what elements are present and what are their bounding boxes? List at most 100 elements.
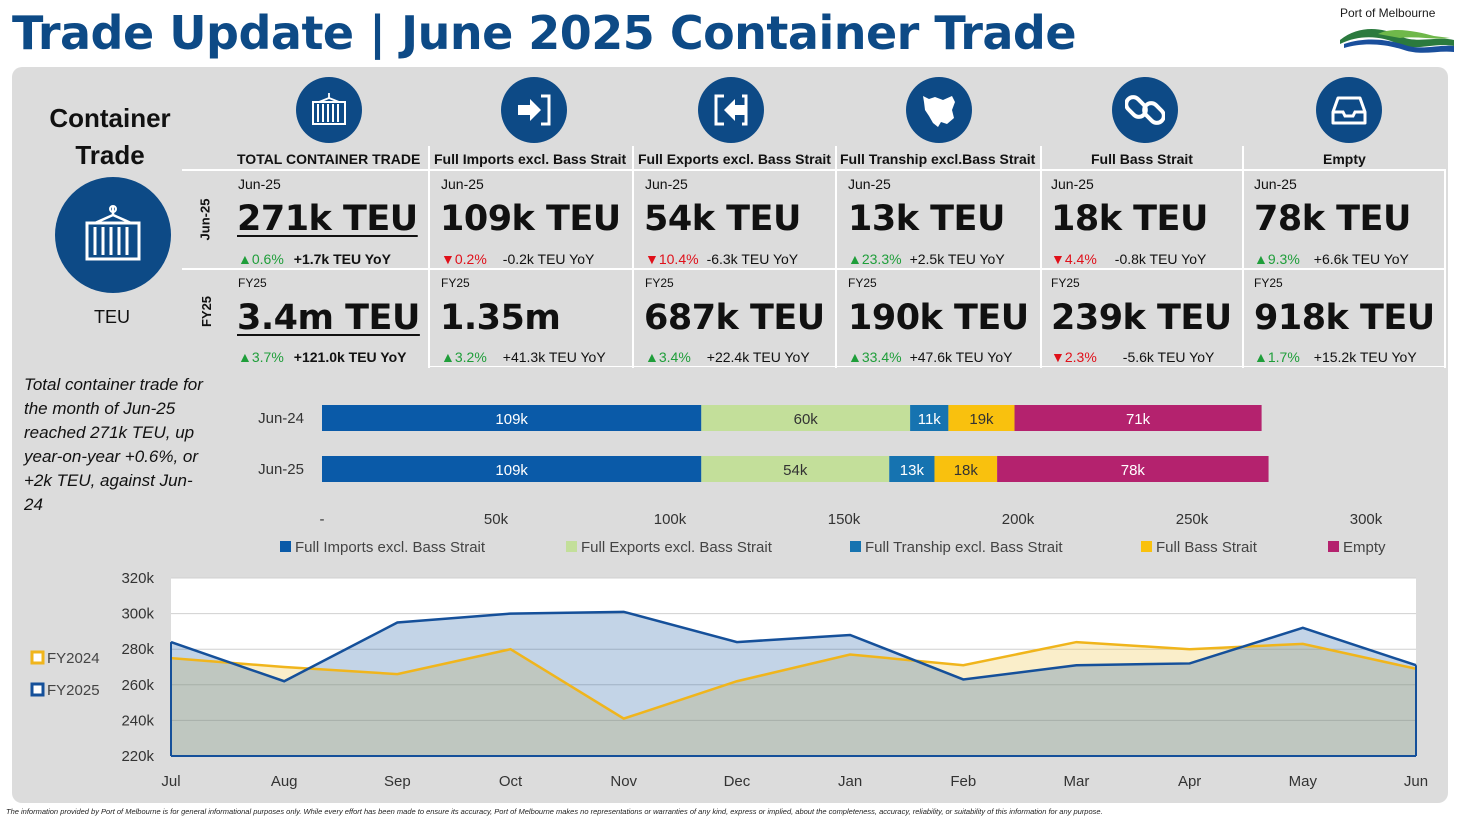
heading-empty: Empty bbox=[1323, 151, 1366, 167]
change-yoy: +2.5k TEU YoY bbox=[909, 251, 1005, 267]
period-label: Jun-25 bbox=[645, 176, 688, 192]
change-percent: 3.2% bbox=[454, 349, 487, 365]
kpi-change: ▲33.4% +47.6k TEU YoY bbox=[848, 349, 1012, 365]
heading-imports: Full Imports excl. Bass Strait bbox=[434, 151, 627, 167]
change-arrow-down-icon: ▼ bbox=[441, 251, 455, 267]
kpi-change: ▲3.2% +41.3k TEU YoY bbox=[441, 349, 606, 365]
legend-label: Full Exports excl. Bass Strait bbox=[581, 539, 773, 556]
chain-link-icon bbox=[1112, 77, 1178, 143]
bottom-separator bbox=[430, 366, 1446, 367]
area-y-tick-label: 240k bbox=[121, 712, 154, 729]
kpi-value: 18k TEU bbox=[1051, 199, 1208, 239]
column-separator bbox=[1242, 146, 1244, 368]
logo-wave-icon bbox=[1340, 29, 1454, 53]
legend-swatch bbox=[30, 682, 45, 697]
change-arrow-up-icon: ▲ bbox=[441, 349, 455, 365]
area-y-tick-label: 300k bbox=[121, 606, 154, 623]
bar-segment bbox=[889, 456, 935, 482]
legend-swatch bbox=[566, 541, 577, 552]
legend-swatch bbox=[1328, 541, 1339, 552]
bar-data-label: 109k bbox=[495, 462, 528, 479]
change-arrow-up-icon: ▲ bbox=[1254, 349, 1268, 365]
section-title: Container Trade bbox=[30, 100, 190, 174]
period-label: FY25 bbox=[238, 276, 267, 290]
legend-label: FY2024 bbox=[47, 650, 100, 667]
bar-x-tick-label: - bbox=[320, 511, 325, 528]
change-percent: 23.3% bbox=[861, 251, 902, 267]
area-fill bbox=[171, 611, 1416, 756]
heading-exports: Full Exports excl. Bass Strait bbox=[638, 151, 831, 167]
bar-x-tick-label: 200k bbox=[1002, 511, 1035, 528]
change-yoy: -0.2k TEU YoY bbox=[502, 251, 595, 267]
kpi-value: 687k TEU bbox=[644, 298, 825, 338]
change-yoy: +121.0k TEU YoY bbox=[293, 349, 407, 365]
kpi-change: ▲0.6% +1.7k TEU YoY bbox=[238, 251, 391, 267]
legend-label: Empty bbox=[1343, 539, 1386, 556]
area-y-tick-label: 280k bbox=[121, 641, 154, 658]
export-arrow-icon bbox=[698, 77, 764, 143]
area-x-tick-label: Jun bbox=[1404, 773, 1428, 790]
kpi-value: 271k TEU bbox=[237, 199, 418, 239]
section-title-line2: Trade bbox=[75, 140, 145, 170]
area-x-tick-label: Dec bbox=[724, 773, 751, 790]
bar-data-label: 109k bbox=[495, 411, 528, 428]
header-separator bbox=[182, 169, 1446, 171]
bar-segment bbox=[322, 456, 702, 482]
change-arrow-up-icon: ▲ bbox=[848, 251, 862, 267]
period-label: FY25 bbox=[645, 276, 674, 290]
kpi-value: 1.35m bbox=[440, 298, 561, 338]
change-arrow-up-icon: ▲ bbox=[1254, 251, 1268, 267]
change-yoy: +1.7k TEU YoY bbox=[293, 251, 391, 267]
port-of-melbourne-logo: Port of Melbourne bbox=[1338, 6, 1456, 56]
change-percent: 2.3% bbox=[1064, 349, 1097, 365]
area-x-tick-label: May bbox=[1289, 773, 1318, 790]
change-percent: 33.4% bbox=[861, 349, 902, 365]
area-x-tick-label: Oct bbox=[499, 773, 523, 790]
change-yoy: +6.6k TEU YoY bbox=[1313, 251, 1409, 267]
legend-swatch bbox=[850, 541, 861, 552]
kpi-value: 78k TEU bbox=[1254, 199, 1411, 239]
bar-data-label: 78k bbox=[1121, 462, 1146, 479]
page-title: Trade Update | June 2025 Container Trade bbox=[12, 6, 1077, 60]
kpi-value: 109k TEU bbox=[440, 199, 621, 239]
bar-data-label: 54k bbox=[783, 462, 808, 479]
area-y-tick-label: 220k bbox=[121, 748, 154, 765]
column-separator bbox=[428, 146, 430, 368]
disclaimer: The information provided by Port of Melb… bbox=[6, 807, 1103, 816]
bar-segment bbox=[1014, 405, 1262, 431]
bar-x-tick-label: 300k bbox=[1350, 511, 1383, 528]
column-separator bbox=[835, 146, 837, 368]
change-yoy: +47.6k TEU YoY bbox=[909, 349, 1013, 365]
area-y-tick-label: 320k bbox=[121, 570, 154, 587]
kpi-change: ▼2.3% -5.6k TEU YoY bbox=[1051, 349, 1214, 365]
heading-bass-strait: Full Bass Strait bbox=[1091, 151, 1193, 167]
change-percent: 10.4% bbox=[658, 251, 699, 267]
kpi-value: 13k TEU bbox=[848, 199, 1005, 239]
legend-label: Full Bass Strait bbox=[1156, 539, 1258, 556]
legend-swatch bbox=[1141, 541, 1152, 552]
change-percent: 9.3% bbox=[1267, 251, 1300, 267]
kpi-change: ▲23.3% +2.5k TEU YoY bbox=[848, 251, 1005, 267]
change-yoy: +22.4k TEU YoY bbox=[706, 349, 810, 365]
bar-segment bbox=[934, 456, 998, 482]
area-x-tick-label: Mar bbox=[1064, 773, 1090, 790]
tasmania-map-icon bbox=[906, 77, 972, 143]
kpi-change: ▲9.3% +6.6k TEU YoY bbox=[1254, 251, 1409, 267]
heading-tranship: Full Tranship excl.Bass Strait bbox=[840, 151, 1036, 167]
bar-segment bbox=[910, 405, 949, 431]
change-arrow-down-icon: ▼ bbox=[645, 251, 659, 267]
bar-segment bbox=[948, 405, 1015, 431]
change-percent: 0.6% bbox=[251, 251, 284, 267]
container-icon bbox=[296, 77, 362, 143]
bar-x-tick-label: 250k bbox=[1176, 511, 1209, 528]
period-label: Jun-25 bbox=[848, 176, 891, 192]
period-label: FY25 bbox=[848, 276, 877, 290]
bar-category-label: Jun-25 bbox=[258, 461, 304, 478]
change-arrow-down-icon: ▼ bbox=[1051, 349, 1065, 365]
bar-data-label: 19k bbox=[969, 411, 994, 428]
legend-label: Full Imports excl. Bass Strait bbox=[295, 539, 486, 556]
import-arrow-icon bbox=[501, 77, 567, 143]
bar-category-label: Jun-24 bbox=[258, 410, 304, 427]
